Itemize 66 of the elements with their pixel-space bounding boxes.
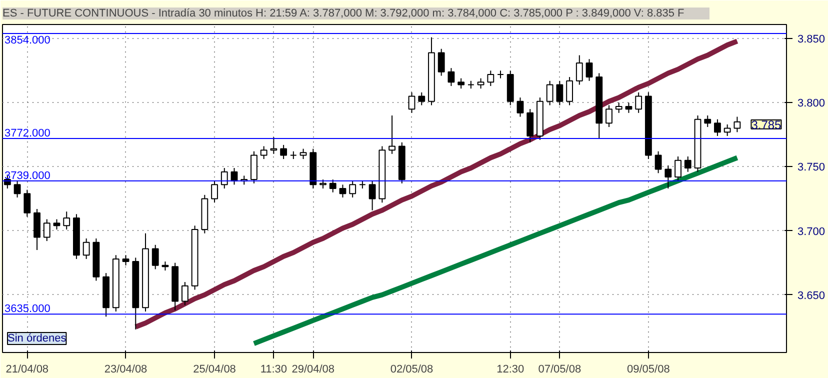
candlestick <box>329 179 336 193</box>
candlestick <box>43 218 50 242</box>
candlestick <box>152 244 159 270</box>
candlestick <box>586 58 593 82</box>
y-tick-label: 3.800 <box>798 98 826 110</box>
x-tick-label: 23/04/08 <box>104 364 148 376</box>
candlestick <box>724 124 731 136</box>
candlestick <box>497 70 504 79</box>
candlestick <box>458 78 465 90</box>
ref-line-label: 3739.000 <box>4 170 50 182</box>
candlestick <box>211 180 218 204</box>
chart-title: ES - FUTURE CONTINUOUS - Intradía 30 minutos H: 21:59 A: 3.787,000 M: 3.792,000 m: 3.784,000 C: 3.785,000 P : 3.849,000 V: 8.835 F <box>2 8 685 20</box>
y-tick-label: 3.650 <box>798 290 826 302</box>
candlestick <box>477 78 484 90</box>
x-tick-label: 11:30 <box>260 364 288 376</box>
candlestick <box>82 238 90 260</box>
candlestick <box>664 164 672 189</box>
candlestick <box>388 114 396 154</box>
candlestick <box>625 102 632 114</box>
candlestick <box>220 168 228 189</box>
candlestick <box>487 70 494 86</box>
candlestick <box>546 80 554 106</box>
candlestick <box>556 80 564 106</box>
candlestick <box>270 136 278 154</box>
candlestick <box>438 48 445 76</box>
candlestick <box>408 92 416 114</box>
candlestick <box>14 180 21 198</box>
candlestick <box>300 148 307 160</box>
x-tick-label: 29/04/08 <box>292 364 335 376</box>
ref-line-label: 3635.000 <box>4 303 50 316</box>
candlestick <box>606 104 612 128</box>
candlestick <box>566 76 574 106</box>
candlestick <box>339 184 346 198</box>
x-tick-label: 25/04/08 <box>193 364 236 376</box>
candlestick <box>24 189 31 218</box>
ref-line-label: 3854.000 <box>4 34 50 46</box>
candlestick <box>635 92 642 114</box>
candlestick <box>448 68 455 86</box>
candlestick <box>714 118 721 136</box>
candlestick <box>122 254 130 266</box>
ref-line-label: 3772.000 <box>4 128 50 140</box>
candlestick <box>704 114 712 128</box>
candlestick <box>63 211 70 230</box>
candlestick <box>684 156 692 172</box>
candlestick <box>526 108 534 143</box>
candlestick <box>280 144 288 160</box>
candlestick <box>260 146 268 160</box>
y-tick-label: 3.850 <box>798 34 826 46</box>
x-tick-label: 07/05/08 <box>538 364 582 376</box>
candlestick <box>734 116 741 133</box>
y-tick-label: 3.700 <box>798 226 826 238</box>
candlestick <box>576 54 583 86</box>
x-tick-label: 21/04/08 <box>6 364 49 376</box>
x-tick-label: 02/05/08 <box>390 364 434 376</box>
candlestick <box>674 156 682 182</box>
candlestick <box>654 150 662 174</box>
candlestick <box>53 218 60 230</box>
candlestick <box>615 102 622 114</box>
x-tick-label: 09/05/08 <box>627 364 670 376</box>
candlestick <box>516 97 524 118</box>
x-tick-label: 12:30 <box>496 364 524 376</box>
candlestick <box>418 92 426 106</box>
candlestick <box>181 282 188 306</box>
candlestick <box>349 180 356 198</box>
candlestick <box>368 180 376 211</box>
y-tick-label: 3.750 <box>798 162 826 174</box>
